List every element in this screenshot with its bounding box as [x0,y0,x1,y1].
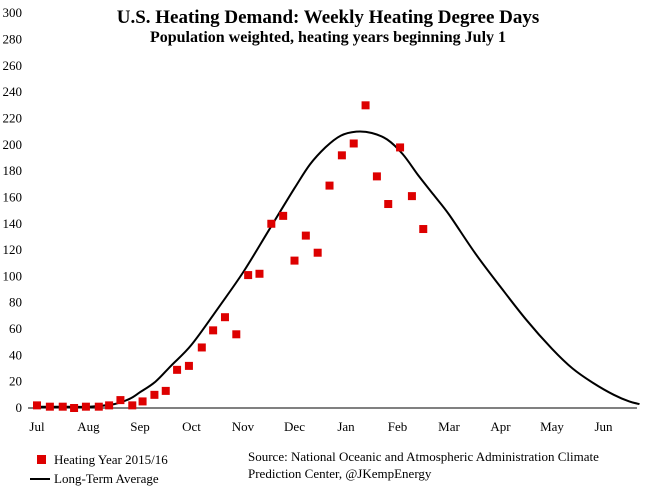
heating-year-point [184,361,193,370]
y-tick-label: 120 [3,242,23,257]
y-tick-label: 200 [3,137,23,152]
heating-year-point [384,200,393,209]
legend-item-long-term-average: Long-Term Average [30,471,159,486]
y-tick-label: 60 [9,321,22,336]
x-tick-label: Nov [232,419,255,434]
x-tick-label: Mar [438,419,460,434]
legend-label-heating-year: Heating Year 2015/16 [54,452,168,467]
source-line: Prediction Center, @JKempEnergy [248,466,432,481]
legend-marker-heating-year [37,455,46,464]
heating-year-point [58,402,67,411]
source-line: Source: National Oceanic and Atmospheric… [248,449,599,464]
x-tick-label: Jan [337,419,355,434]
y-tick-label: 180 [3,163,23,178]
heating-year-point [361,101,370,110]
heating-year-point [267,219,276,228]
heating-year-point [244,271,253,280]
y-tick-label: 240 [3,84,23,99]
heating-year-point [105,401,114,410]
legend: Heating Year 2015/16 Long-Term Average [30,452,168,486]
heating-year-point [116,396,125,405]
x-tick-label: Jul [29,419,45,434]
heating-year-point [209,326,218,335]
y-tick-label: 80 [9,295,22,310]
y-tick-label: 100 [3,268,23,283]
legend-label-long-term-average: Long-Term Average [54,471,159,486]
heating-year-point [255,269,264,278]
heating-year-point [301,231,310,240]
heating-year-point [150,390,159,399]
heating-year-point [232,330,241,339]
legend-item-heating-year: Heating Year 2015/16 [37,452,168,467]
heating-year-point [161,386,170,395]
y-tick-label: 220 [3,110,23,125]
x-tick-label: Dec [284,419,305,434]
x-tick-label: Apr [490,419,511,434]
heating-year-point [349,139,358,148]
x-tick-label: Oct [182,419,201,434]
y-tick-label: 140 [3,216,23,231]
heating-year-point [290,256,299,265]
chart-subtitle: Population weighted, heating years begin… [150,29,506,46]
heating-year-point [94,402,103,411]
heating-year-point [138,397,147,406]
heating-year-point [45,402,54,411]
x-tick-label: Feb [388,419,408,434]
y-tick-label: 260 [3,58,23,73]
source-note: Source: National Oceanic and Atmospheric… [248,448,638,482]
plot-area [33,101,640,412]
x-axis: Jul Aug Sep Oct Nov Dec Jan Feb Mar Apr May Jun [28,407,637,434]
x-tick-label: Sep [130,419,150,434]
y-tick-label: 20 [9,374,22,389]
y-tick-label: 40 [9,347,22,362]
x-tick-label: May [540,419,564,434]
heating-year-point [372,172,381,181]
heating-year-point [128,401,137,410]
heating-year-point [70,404,79,412]
y-tick-label: 160 [3,189,23,204]
x-tick-label: Aug [77,419,100,434]
heating-year-point [337,151,346,160]
heating-year-point [197,343,206,352]
chart-title: U.S. Heating Demand: Weekly Heating Degr… [117,7,540,28]
heating-year-point [313,248,322,257]
heating-year-point [173,365,182,374]
heating-year-point [220,313,229,322]
heating-year-point [407,192,416,201]
y-tick-label: 0 [16,400,23,415]
heating-year-point [396,143,405,152]
y-tick-label: 280 [3,32,23,47]
x-tick-label: Jun [594,419,613,434]
y-tick-label: 300 [3,5,23,20]
heating-year-point [279,211,288,220]
y-axis: 0 20 40 60 80 100 120 140 160 180 200 220 240 260 280 3… [3,5,23,415]
heating-year-point [81,402,90,411]
heating-year-point [33,401,41,410]
heating-year-point [325,181,334,190]
heating-year-point [419,225,428,234]
long-term-average-line [36,130,640,408]
